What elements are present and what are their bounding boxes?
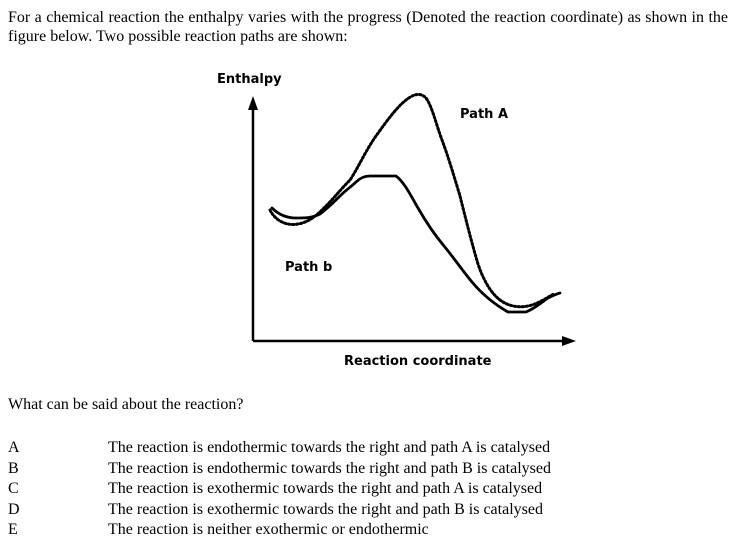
option-letter: C	[8, 480, 19, 497]
path-b-curve	[270, 174, 562, 314]
path-b-label: Path b	[285, 260, 332, 275]
option-d: D The reaction is exothermic towards the …	[8, 500, 551, 521]
intro-text: For a chemical reaction the enthalpy var…	[8, 9, 728, 45]
x-axis-arrow-icon	[562, 336, 576, 346]
option-e: E The reaction is neither exothermic or e…	[8, 520, 551, 541]
option-letter: E	[8, 521, 18, 538]
option-text: The reaction is neither exothermic or en…	[108, 521, 429, 538]
path-a-label: Path A	[460, 107, 508, 122]
option-text: The reaction is exothermic towards the r…	[108, 500, 543, 518]
option-letter: A	[8, 439, 20, 456]
path-a-curve	[268, 92, 556, 309]
y-axis-label: Enthalpy	[217, 72, 282, 87]
option-a: A The reaction is endothermic towards the…	[8, 438, 551, 459]
option-letter: D	[8, 500, 20, 518]
option-b: B The reaction is endothermic towards the…	[8, 459, 551, 480]
x-axis-label: Reaction coordinate	[344, 354, 492, 369]
option-text: The reaction is exothermic towards the r…	[108, 480, 543, 497]
option-letter: B	[8, 459, 19, 477]
option-text: The reaction is endothermic towards the …	[108, 439, 551, 456]
answer-options: A The reaction is endothermic towards the…	[8, 438, 551, 541]
question-text: What can be said about the reaction?	[8, 396, 244, 413]
y-axis-arrow-icon	[248, 96, 258, 110]
option-text: The reaction is endothermic towards the …	[108, 459, 551, 477]
option-c: C The reaction is exothermic towards the …	[8, 479, 551, 500]
